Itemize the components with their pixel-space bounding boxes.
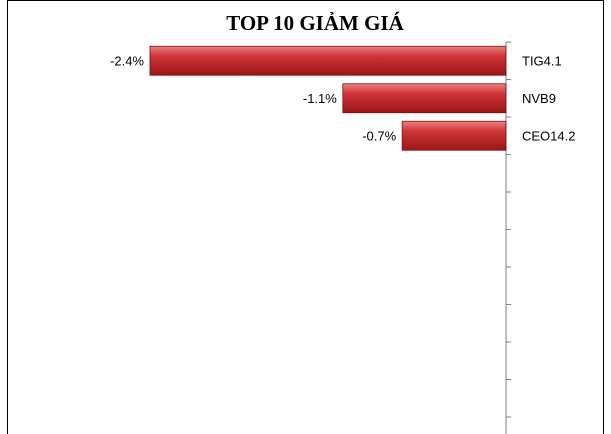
bar [149,45,507,76]
category-label: TIG4.1 [522,53,562,68]
category-label: CEO14.2 [522,128,575,143]
category-label: NVB9 [522,91,556,106]
chart-frame [7,0,604,434]
bar [342,83,507,114]
bar-value-label: -1.1% [303,91,337,106]
bar-value-label: -0.7% [362,128,396,143]
bar [401,120,507,151]
bar-value-label: -2.4% [110,53,144,68]
chart-title: TOP 10 GIẢM GIÁ [226,11,404,35]
